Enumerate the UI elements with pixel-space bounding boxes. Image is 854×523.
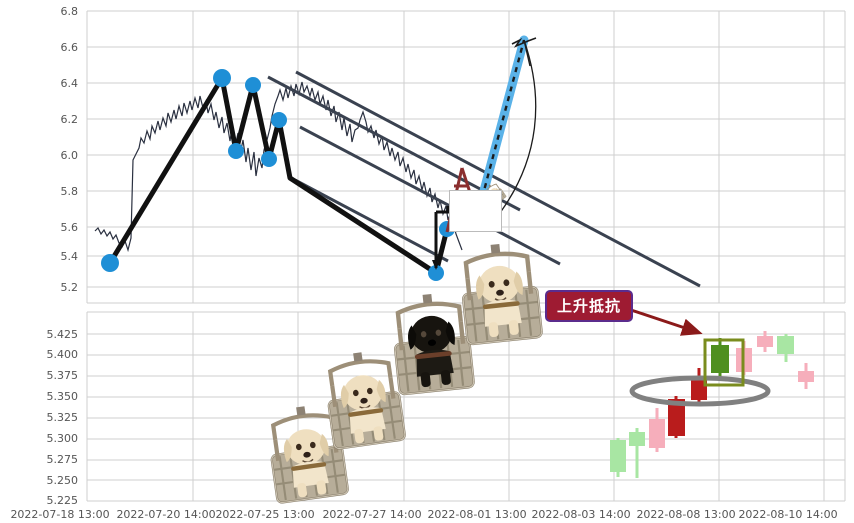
ytick-candle-1: 5.400 [46,348,79,361]
ytick-candle-5: 5.300 [46,432,79,445]
candle-8[interactable] [777,334,794,362]
candle-7[interactable] [757,331,773,352]
mini-thumbnail-panel [449,190,502,232]
xtick-6: 2022-08-08 13:00 [636,508,736,521]
ytick-main-6: 5.6 [60,221,79,234]
swing-marker-6[interactable] [428,265,444,281]
candle-5[interactable] [711,338,729,381]
xtick-2: 2022-07-25 13:00 [215,508,315,521]
black-puppy-in-lift-basket [390,291,475,395]
ytick-candle-7: 5.250 [46,474,79,487]
xtick-5: 2022-08-03 14:00 [531,508,631,521]
xtick-3: 2022-07-27 14:00 [322,508,422,521]
candlestick-series [610,331,814,478]
ytick-main-3: 6.2 [60,113,79,126]
ellipse-highlight [629,375,771,407]
xtick-0: 2022-07-18 13:00 [10,508,110,521]
candle-1[interactable] [629,428,645,478]
ytick-main-5: 5.8 [60,185,79,198]
puppy-in-lift-basket-2 [322,348,406,449]
ytick-candle-3: 5.350 [46,390,79,403]
candle-2[interactable] [649,408,665,452]
swing-marker-4[interactable] [261,151,277,167]
swing-marker-3[interactable] [245,77,261,93]
ytick-candle-0: 5.425 [46,328,79,341]
candle-9[interactable] [798,363,814,389]
zigzag-swing-markers[interactable] [101,69,455,281]
candle-4[interactable] [691,368,707,403]
zigzag-swing-line [107,75,450,276]
candle-0[interactable] [610,438,626,477]
main-panel-grid [86,10,846,304]
ytick-candle-6: 5.275 [46,453,79,466]
black-bracket-marker [432,206,450,270]
swing-marker-5[interactable] [271,112,287,128]
xtick-1: 2022-07-20 14:00 [116,508,216,521]
xtick-7: 2022-08-10 14:00 [738,508,838,521]
ytick-candle-2: 5.375 [46,369,79,382]
swing-marker-2[interactable] [228,143,244,159]
ytick-main-1: 6.6 [60,41,79,54]
swing-marker-1[interactable] [213,69,231,87]
rising-resistance-label[interactable]: 上升抵抗 [545,290,634,322]
ytick-candle-8: 5.225 [46,494,79,507]
ytick-main-8: 5.2 [60,281,79,294]
ytick-main-4: 6.0 [60,149,79,162]
downtrend-channel-lines [267,70,701,288]
curved-path-line [492,39,537,223]
xtick-4: 2022-08-01 13:00 [427,508,527,521]
ytick-main-7: 5.4 [60,250,79,263]
annotation-arrow [624,306,703,336]
rect-highlight [703,338,745,387]
ytick-main-2: 6.4 [60,77,79,90]
ytick-candle-4: 5.325 [46,411,79,424]
price-line [94,81,463,253]
ytick-main-0: 6.8 [60,5,79,18]
swing-marker-0[interactable] [101,254,119,272]
